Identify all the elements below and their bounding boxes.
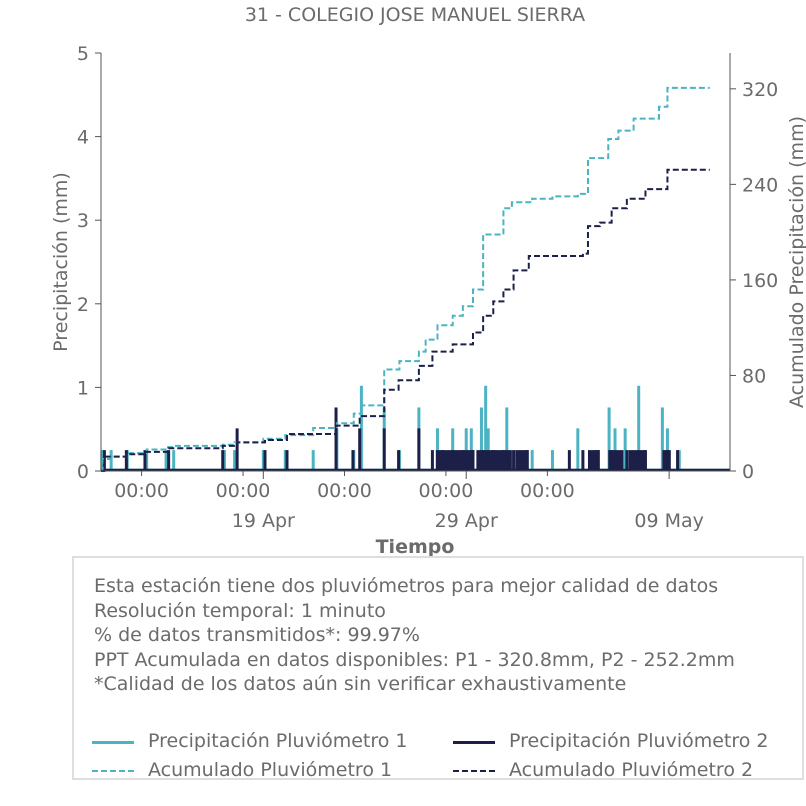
legend-label: Precipitación Pluviómetro 2 xyxy=(509,730,769,752)
chart-title: 31 - COLEGIO JOSE MANUEL SIERRA xyxy=(245,4,585,26)
y-left-tick-label: 0 xyxy=(77,461,89,483)
accumulated-line-2 xyxy=(101,168,710,472)
y-right-tick-label: 80 xyxy=(742,365,766,387)
legend-label: Acumulado Pluviómetro 2 xyxy=(509,759,754,781)
axes: 0 1 2 3 4 5 0 80 160 240 320 00:00 00:00 00:00 00:00 00… xyxy=(77,43,778,532)
x-major-tick-label: 29 Apr xyxy=(435,510,498,532)
y-left-tick-label: 2 xyxy=(77,294,89,316)
info-box: Esta estación tiene dos pluviómetros par… xyxy=(72,556,804,781)
precip-span xyxy=(587,450,600,471)
series-2-precip xyxy=(101,407,730,472)
x-minor-tick-label: 00:00 xyxy=(216,480,271,502)
legend-swatch xyxy=(453,741,495,744)
info-line: Esta estación tiene dos pluviómetros par… xyxy=(94,575,719,597)
y-left-tick-label: 1 xyxy=(77,377,89,399)
precip-span xyxy=(628,450,646,471)
x-minor-tick-label: 00:00 xyxy=(317,480,372,502)
x-minor-tick-label: 00:00 xyxy=(419,480,474,502)
y-left-tick-label: 5 xyxy=(77,43,89,65)
x-major-tick-label: 09 May xyxy=(634,510,704,532)
info-line: Resolución temporal: 1 minuto xyxy=(94,599,386,622)
y-right-tick-label: 0 xyxy=(742,461,754,483)
info-line: PPT Acumulada en datos disponibles: P1 -… xyxy=(94,648,735,671)
y-left-tick-label: 4 xyxy=(77,127,89,149)
y-left-tick-label: 3 xyxy=(77,210,89,232)
info-line: *Calidad de los datos aún sin verificar … xyxy=(94,673,627,696)
legend-swatch xyxy=(453,770,495,772)
accumulated-line-1 xyxy=(101,86,710,472)
info-text: Esta estación tiene dos pluviómetros par… xyxy=(94,574,735,697)
y-right-tick-label: 320 xyxy=(742,79,778,101)
y-axis-left-label: Precipitación (mm) xyxy=(50,172,72,352)
y-right-tick-label: 160 xyxy=(742,270,778,292)
x-axis-label: Tiempo xyxy=(376,536,455,558)
x-major-tick-label: 19 Apr xyxy=(232,510,295,532)
x-minor-tick-label: 00:00 xyxy=(114,480,169,502)
legend-label: Acumulado Pluviómetro 1 xyxy=(148,759,393,781)
legend-label: Precipitación Pluviómetro 1 xyxy=(148,730,408,752)
precip-span xyxy=(515,450,529,471)
info-line: % de datos transmitidos*: 99.97% xyxy=(94,624,420,647)
x-minor-tick-label: 00:00 xyxy=(520,480,575,502)
y-axis-right-label: Acumulado Precipitación (mm) xyxy=(786,116,806,408)
y-right-tick-label: 240 xyxy=(742,174,778,196)
plot-area xyxy=(100,86,730,472)
legend-swatch xyxy=(92,770,134,772)
legend-swatch xyxy=(92,741,134,744)
